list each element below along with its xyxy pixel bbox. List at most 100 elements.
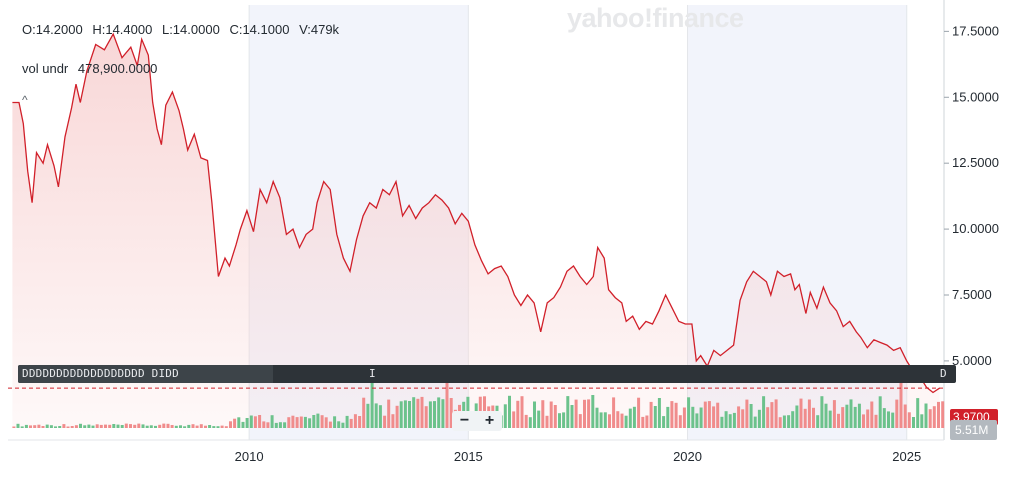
volume-bar [799,398,803,428]
volume-bar [316,413,320,428]
volume-bar [541,400,545,428]
volume-bar [574,399,578,428]
range-navigator[interactable]: DDDDDDDDDDDDDDDDDD DIDD I D [18,365,956,383]
volume-bar [191,424,195,428]
volume-bar [229,421,232,428]
volume-bar [916,398,920,428]
volume-bar [408,401,411,428]
y-tick-label-5: 5.0000 [952,353,992,368]
volume-bar [141,424,145,428]
volume-bar [870,401,874,428]
volume-bar [795,405,799,428]
volume-bar [391,414,395,428]
volume-bar [591,395,595,428]
volume-bar [433,401,436,428]
volume-bar [695,413,699,428]
volume-bar [62,424,66,428]
volume-bar [233,418,237,428]
volume-bar [912,417,915,428]
volume-bar [533,401,536,428]
price-line [12,32,940,394]
high-value: H:14.4000 [92,22,153,37]
volume-bar [628,408,632,428]
volume-bar [887,411,890,428]
volume-bar [774,399,778,428]
volume-bar [349,418,353,428]
volume-bar [857,403,861,428]
volume-bar [449,398,453,428]
volume-bar [74,425,78,428]
volume-bar [737,406,741,428]
volume-bar [603,412,607,428]
volume-bar [891,412,895,428]
ohlc-readout: O:14.2000 H:14.4000 L:14.0000 C:14.1000 … [22,22,345,37]
volume-bar [662,416,666,428]
volume-bar [537,410,541,428]
volume-bar [762,396,766,428]
volume-bar [807,399,811,428]
volume-bar [632,406,636,428]
volume-bar [287,417,291,428]
volume-bar [753,416,757,428]
volume-bar [745,399,749,428]
zoom-out-button[interactable]: − [459,412,470,429]
navigator-mid-handle[interactable]: I [369,367,376,380]
volume-bar [16,423,20,428]
volume-bar [374,403,378,428]
volume-bar [766,407,770,428]
yahoo-finance-logo: yahoo!finance [567,3,744,33]
volume-bar [832,400,836,428]
collapse-icon[interactable]: ^ [22,93,28,107]
zoom-controls: − + [452,411,502,431]
volume-bar [383,415,387,428]
volume-bar [558,413,561,428]
low-value: L:14.0000 [161,22,220,37]
x-tick-label-2: 2020 [673,449,702,464]
volume-bar [262,421,266,428]
volume-bar [253,416,257,428]
volume-bar [70,426,74,428]
volume-bar [87,424,91,428]
volume-bar [308,418,312,428]
volume-bar [862,414,865,428]
volume-bar [216,426,220,428]
volume-bar [183,426,187,428]
volume-bar [149,425,153,428]
volume-bar [882,408,886,428]
volume-bar [303,416,307,428]
volume-bar [595,407,599,428]
volume-bar [657,398,661,428]
volume-bar [241,421,245,428]
volume-bar [716,402,720,428]
volume-bar [812,407,815,428]
volume-bar [816,415,820,428]
volume-bar [503,404,507,428]
volume-bar [707,401,711,428]
volume-bar [249,415,253,428]
volume-bar [782,415,786,428]
volume-bar [907,412,911,428]
navigator-right-handle[interactable]: D [940,367,947,380]
volume-bar [778,417,782,428]
volume-bar [924,403,928,428]
volume-bar [932,406,936,428]
zoom-in-button[interactable]: + [484,412,495,429]
volume-bar [258,415,262,428]
volume-bar [787,415,791,428]
volume-bar [20,426,24,428]
navigator-left-handle[interactable]: DDDDDDDDDDDDDDDDDD DIDD [18,365,273,383]
volume-bar [724,411,728,428]
volume-bar [366,403,370,428]
volume-bar [362,397,366,428]
x-tick-label-0: 2010 [235,449,264,464]
volume-under-value: 478,900.0000 [77,61,158,76]
volume-bar [66,426,70,428]
volume-bar [212,426,216,428]
volume-bar [170,425,174,428]
volume-bar [370,379,374,428]
volume-bar [299,416,303,428]
close-value: C:14.1000 [229,22,290,37]
volume-bar [395,405,399,428]
